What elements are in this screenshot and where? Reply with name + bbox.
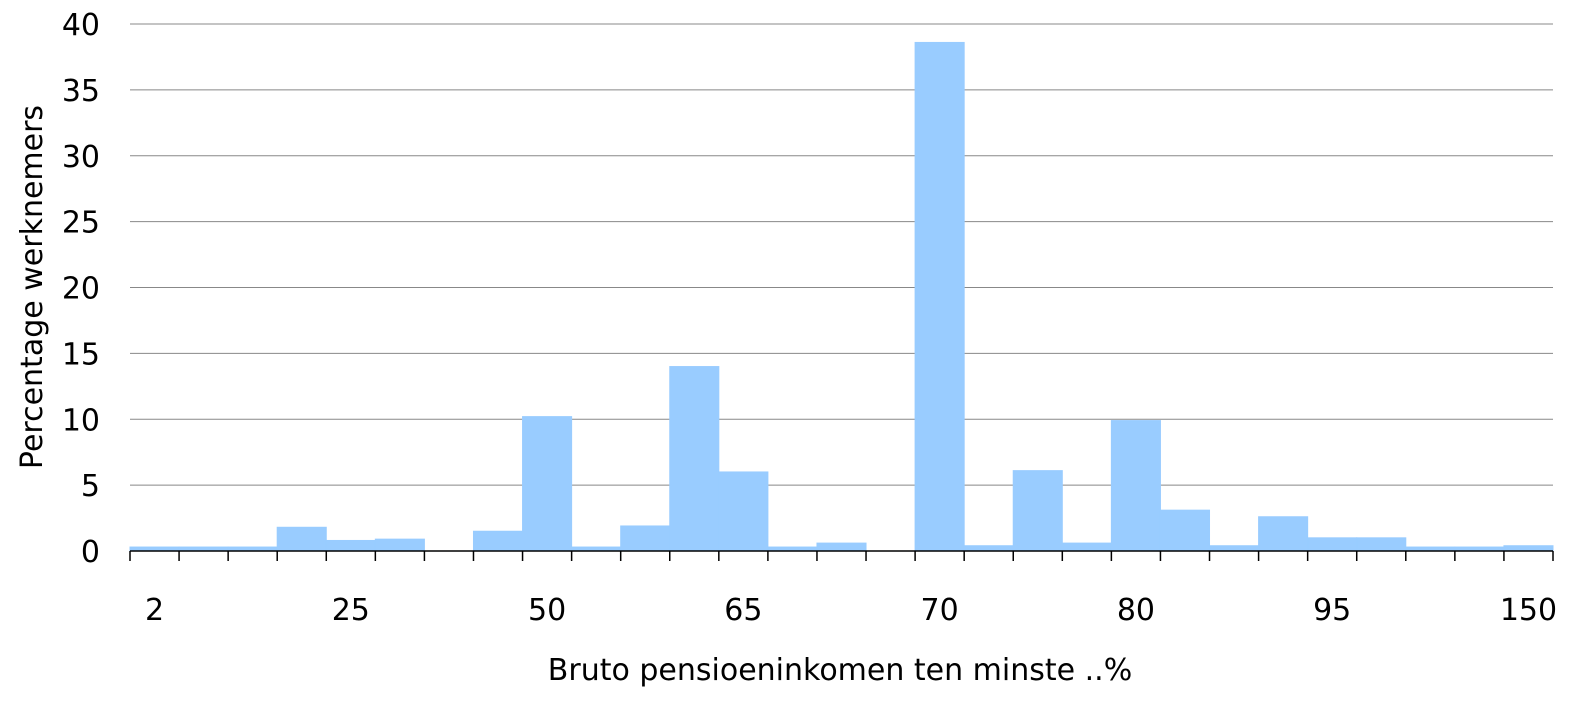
bar (1209, 545, 1260, 552)
y-tick-label: 30 (62, 140, 100, 175)
x-tick-label: 150 (1500, 593, 1557, 628)
x-tick-label: 80 (1117, 593, 1155, 628)
bar (816, 542, 867, 552)
x-tick-label: 65 (724, 593, 762, 628)
y-axis-title: Percentage werknemers (15, 105, 50, 469)
y-tick-label: 25 (62, 206, 100, 241)
y-tick-label: 35 (62, 74, 100, 109)
x-tick-label: 2 (145, 593, 164, 628)
bar (963, 545, 1014, 552)
x-tick-labels: 2 25 50 65 70 80 95 150 (145, 593, 1557, 628)
bar (374, 538, 425, 552)
x-tick-label: 25 (332, 593, 370, 628)
gridlines (130, 23, 1553, 486)
y-tick-label: 40 (62, 8, 100, 43)
bars (129, 41, 1554, 552)
bar (1159, 509, 1211, 552)
x-tick-label: 50 (528, 593, 566, 628)
x-axis (129, 550, 1554, 561)
bar (718, 471, 769, 552)
y-tick-label: 5 (81, 469, 100, 504)
bar (1061, 542, 1112, 552)
y-tick-labels: 0 5 10 15 20 25 30 35 40 (62, 8, 100, 570)
bar (522, 416, 573, 552)
bar (325, 539, 376, 552)
x-tick-label: 70 (921, 593, 959, 628)
bar (472, 530, 524, 552)
bar (620, 525, 671, 552)
bar (1356, 537, 1407, 552)
bar (1110, 420, 1161, 552)
bar (1012, 470, 1063, 552)
bar (1503, 545, 1554, 552)
x-tick-label: 95 (1313, 593, 1351, 628)
bar (1258, 516, 1309, 552)
bar (669, 366, 720, 552)
bar (914, 41, 965, 552)
bar (1307, 537, 1358, 552)
y-tick-label: 0 (81, 535, 100, 570)
x-axis-title: Bruto pensioeninkomen ten minste ..% (548, 653, 1132, 688)
y-tick-label: 10 (62, 403, 100, 438)
y-tick-label: 15 (62, 337, 100, 372)
y-tick-label: 20 (62, 272, 100, 307)
bar (276, 526, 327, 552)
